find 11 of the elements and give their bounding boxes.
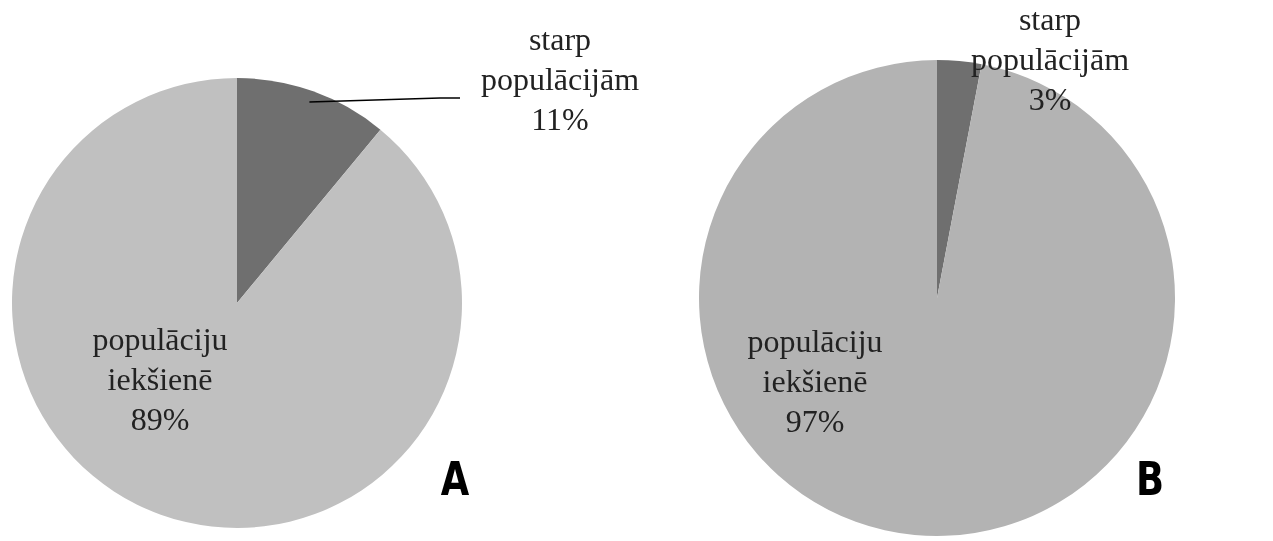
data-label: 3% bbox=[1028, 81, 1072, 117]
slice-label: starp populācijām bbox=[970, 1, 1130, 77]
text: B bbox=[1135, 451, 1165, 507]
data-label: 11% bbox=[531, 101, 589, 137]
data-label: 89% bbox=[130, 401, 190, 437]
slice-label: populāciju iekšienē bbox=[747, 323, 883, 399]
pie-slice bbox=[237, 78, 381, 303]
slice-label: starp populācijām bbox=[480, 21, 640, 97]
slice-label: populāciju iekšienē bbox=[92, 321, 228, 397]
text: A bbox=[440, 451, 470, 507]
data-label: 97% bbox=[785, 403, 845, 439]
